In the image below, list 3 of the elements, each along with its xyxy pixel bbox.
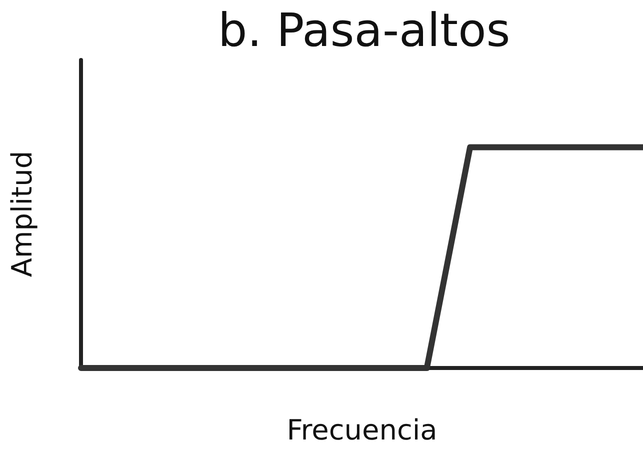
- x-axis-title: Frecuencia: [286, 414, 438, 446]
- y-axis-title: Amplitud: [6, 150, 38, 278]
- chart-title: b. Pasa-altos: [218, 3, 510, 57]
